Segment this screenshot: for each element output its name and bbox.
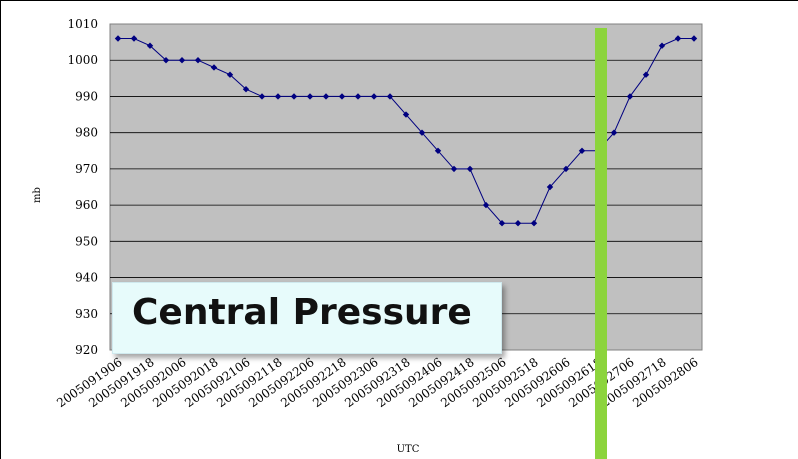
data-point (354, 93, 362, 100)
data-point (418, 129, 426, 136)
data-point (146, 42, 154, 49)
y-tick-label: 930 (75, 307, 98, 321)
data-point (674, 35, 682, 42)
data-point (466, 165, 474, 173)
data-point (306, 93, 314, 100)
data-point (114, 35, 122, 42)
central-pressure-label: Central Pressure (132, 292, 472, 333)
y-tick-label: 960 (75, 198, 98, 212)
data-point (530, 220, 538, 227)
data-point (162, 57, 170, 64)
y-tick-label: 970 (75, 162, 98, 176)
data-point (386, 93, 394, 100)
data-point (242, 86, 250, 93)
y-tick-label: 980 (75, 126, 98, 140)
data-point (210, 64, 218, 71)
data-point (370, 93, 378, 100)
title-label-box (112, 282, 502, 354)
y-tick-label: 950 (75, 234, 98, 248)
data-point (562, 165, 570, 173)
time-marker-bar (595, 28, 607, 459)
data-point (226, 71, 234, 78)
x-axis-title: UTC (397, 444, 420, 455)
data-point (178, 57, 186, 64)
data-point (690, 35, 698, 42)
data-point (290, 93, 298, 100)
data-point (434, 147, 442, 154)
y-tick-label: 1000 (67, 53, 98, 67)
data-point (514, 220, 522, 227)
data-point (194, 57, 202, 64)
data-point (322, 93, 330, 100)
data-point (482, 201, 490, 209)
data-point (450, 165, 458, 173)
data-point (546, 183, 554, 191)
data-point (274, 93, 282, 100)
y-tick-label: 920 (75, 343, 98, 357)
data-point (130, 35, 138, 42)
y-tick-label: 940 (75, 271, 98, 285)
data-point (610, 129, 618, 136)
data-point (498, 220, 506, 227)
data-point (642, 71, 650, 78)
data-point (402, 111, 410, 118)
data-point (626, 93, 634, 100)
data-point (658, 42, 666, 49)
series-points (114, 35, 698, 227)
y-tick-label: 990 (75, 89, 98, 103)
data-point (578, 147, 586, 154)
data-point (258, 93, 266, 100)
y-tick-label: 1010 (67, 17, 98, 31)
y-axis-tick-labels: 920 930 940 950 960 970 980 990 1000 1010 (67, 17, 98, 357)
data-point (338, 93, 346, 100)
y-axis-title: mb (32, 187, 43, 203)
